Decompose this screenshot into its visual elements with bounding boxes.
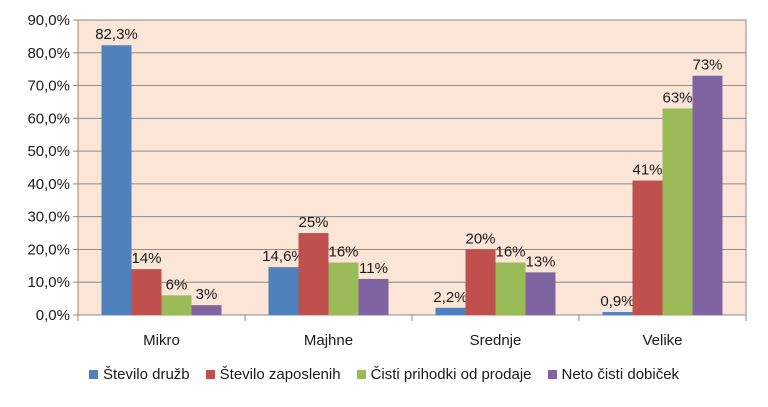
legend-item: Čisti prihodki od prodaje <box>356 366 532 383</box>
y-tick-label: 80,0% <box>27 45 70 62</box>
legend-label: Čisti prihodki od prodaje <box>370 366 532 383</box>
bar <box>268 267 299 315</box>
y-tick-label: 60,0% <box>27 110 70 127</box>
data-label: 25% <box>298 214 328 231</box>
bar <box>495 262 526 315</box>
bar <box>358 278 389 315</box>
y-tick-label: 10,0% <box>27 274 70 291</box>
data-label: 82,3% <box>95 26 138 43</box>
y-tick-label: 20,0% <box>27 241 70 258</box>
legend-swatch <box>547 370 557 379</box>
bar <box>435 307 466 315</box>
data-label: 20% <box>465 230 495 247</box>
bar <box>161 295 192 315</box>
x-tick-label: Majhne <box>304 332 353 349</box>
legend: Število družb Število zaposlenih Čisti pri… <box>0 366 768 383</box>
data-label: 13% <box>525 253 555 270</box>
legend-swatch <box>88 370 98 379</box>
legend-swatch <box>205 370 215 379</box>
y-tick-label: 90,0% <box>27 12 70 29</box>
bar <box>602 312 633 315</box>
x-tick-label: Velike <box>642 332 682 349</box>
bar <box>131 269 162 315</box>
y-tick-label: 0,0% <box>36 307 70 324</box>
bar <box>525 272 556 315</box>
data-label: 14% <box>131 250 161 267</box>
data-label: 14,6% <box>262 248 305 265</box>
bar <box>662 108 693 315</box>
legend-item: Neto čisti dobiček <box>547 366 680 383</box>
data-label: 3% <box>196 286 218 303</box>
y-tick-label: 40,0% <box>27 176 70 193</box>
data-label: 11% <box>359 260 388 277</box>
y-tick-label: 50,0% <box>27 143 70 160</box>
y-tick-label: 70,0% <box>27 78 70 95</box>
data-label: 41% <box>632 162 662 179</box>
legend-item: Število družb <box>88 366 190 383</box>
legend-label: Število družb <box>102 366 190 383</box>
bar <box>465 249 496 315</box>
bar <box>101 45 132 315</box>
legend-swatch <box>356 370 366 379</box>
x-tick-label: Mikro <box>143 332 180 349</box>
data-label: 16% <box>328 244 358 261</box>
legend-label: Neto čisti dobiček <box>561 366 680 383</box>
y-tick-label: 30,0% <box>27 209 70 226</box>
legend-label: Število zaposlenih <box>219 366 341 383</box>
data-label: 73% <box>692 57 722 74</box>
bar <box>692 75 723 315</box>
bar <box>632 180 663 315</box>
data-label: 2,2% <box>433 289 467 306</box>
data-label: 16% <box>495 244 525 261</box>
data-label: 63% <box>662 90 692 107</box>
bar <box>298 233 329 315</box>
data-label: 0,9% <box>600 293 634 310</box>
x-tick-label: Srednje <box>470 332 522 349</box>
data-label: 6% <box>166 276 188 293</box>
bar <box>328 262 359 315</box>
bar <box>191 305 222 315</box>
legend-item: Število zaposlenih <box>205 366 341 383</box>
